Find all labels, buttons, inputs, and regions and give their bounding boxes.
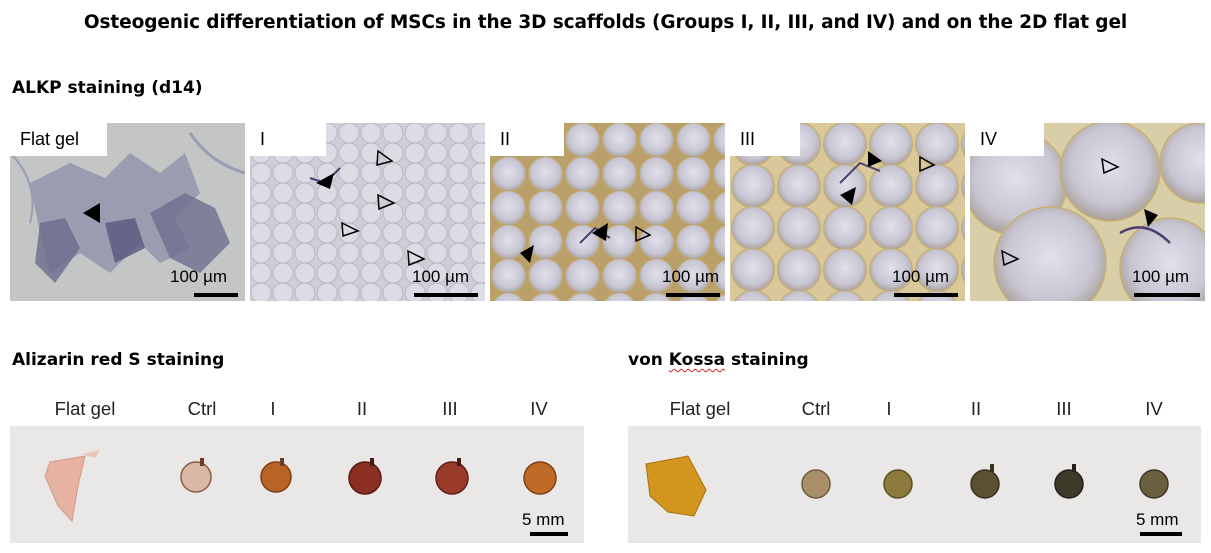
scaffold-iii [1054, 469, 1084, 499]
scaffold-i [260, 461, 292, 493]
vonkossa-col-iii: III [1056, 398, 1072, 419]
alkp-panel-i: I 100 µm [250, 123, 485, 301]
alizarin-photo-strip: 5 mm [10, 426, 584, 543]
scaffold-ctrl [801, 469, 831, 499]
vonkossa-scale-bar [1140, 532, 1182, 536]
scale-bar [194, 293, 238, 297]
scaffold-ii [348, 461, 382, 495]
vonkossa-col-iv: IV [1145, 398, 1163, 419]
panel-tag: IV [970, 123, 1044, 156]
alkp-panel-iv: IV 100 µm [970, 123, 1205, 301]
alizarin-scale-label: 5 mm [522, 510, 565, 529]
scale-bar [894, 293, 958, 297]
panel-tag: I [250, 123, 326, 156]
panel-tag: II [490, 123, 564, 156]
vonkossa-photo [628, 426, 1201, 543]
scale-label: 100 µm [662, 267, 720, 286]
scale-bar [414, 293, 478, 297]
vonkossa-col-i: I [886, 398, 892, 419]
alkp-panel-iii: III 100 µm [730, 123, 965, 301]
vonkossa-section-label: von Kossa staining [628, 350, 809, 370]
vonkossa-col-ii: II [970, 398, 982, 419]
scale-label: 100 µm [892, 267, 950, 286]
alkp-panel-ii: II 100 µm [490, 123, 725, 301]
scale-label: 100 µm [1132, 267, 1190, 286]
alizarin-section-label: Alizarin red S staining [12, 350, 225, 370]
alkp-section-label: ALKP staining (d14) [12, 78, 203, 98]
panel-tag: III [730, 123, 800, 156]
scaffold-iv [1139, 469, 1169, 499]
micrograph-flat-gel [10, 123, 245, 301]
vonkossa-col-flat-gel: Flat gel [669, 398, 731, 419]
scaffold-ctrl [180, 461, 212, 493]
vonkossa-col-ctrl: Ctrl [801, 398, 831, 419]
alizarin-col-iv: IV [530, 398, 548, 419]
alizarin-col-ctrl: Ctrl [187, 398, 217, 419]
alizarin-col-flat-gel: Flat gel [54, 398, 116, 419]
scale-label: 100 µm [412, 267, 470, 286]
scaffold-ii [970, 469, 1000, 499]
vonkossa-scale-label: 5 mm [1136, 510, 1179, 529]
panel-tag: Flat gel [10, 123, 107, 156]
alizarin-col-iii: III [442, 398, 458, 419]
scaffold-i [883, 469, 913, 499]
scale-bar [666, 293, 720, 297]
alizarin-scale-bar [530, 532, 568, 536]
figure-title: Osteogenic differentiation of MSCs in th… [83, 12, 1128, 33]
arrowhead-filled [83, 203, 100, 223]
scale-label: 100 µm [170, 267, 228, 286]
scaffold-iii [435, 461, 469, 495]
alizarin-col-ii: II [356, 398, 368, 419]
scale-bar [1134, 293, 1200, 297]
alkp-panel-flat-gel: Flat gel 100 µm [10, 123, 245, 301]
alizarin-photo [10, 426, 584, 543]
vonkossa-photo-strip: 5 mm [628, 426, 1201, 543]
micrograph-group-iv [970, 123, 1205, 301]
alizarin-col-i: I [270, 398, 276, 419]
scaffold-iv [523, 461, 557, 495]
